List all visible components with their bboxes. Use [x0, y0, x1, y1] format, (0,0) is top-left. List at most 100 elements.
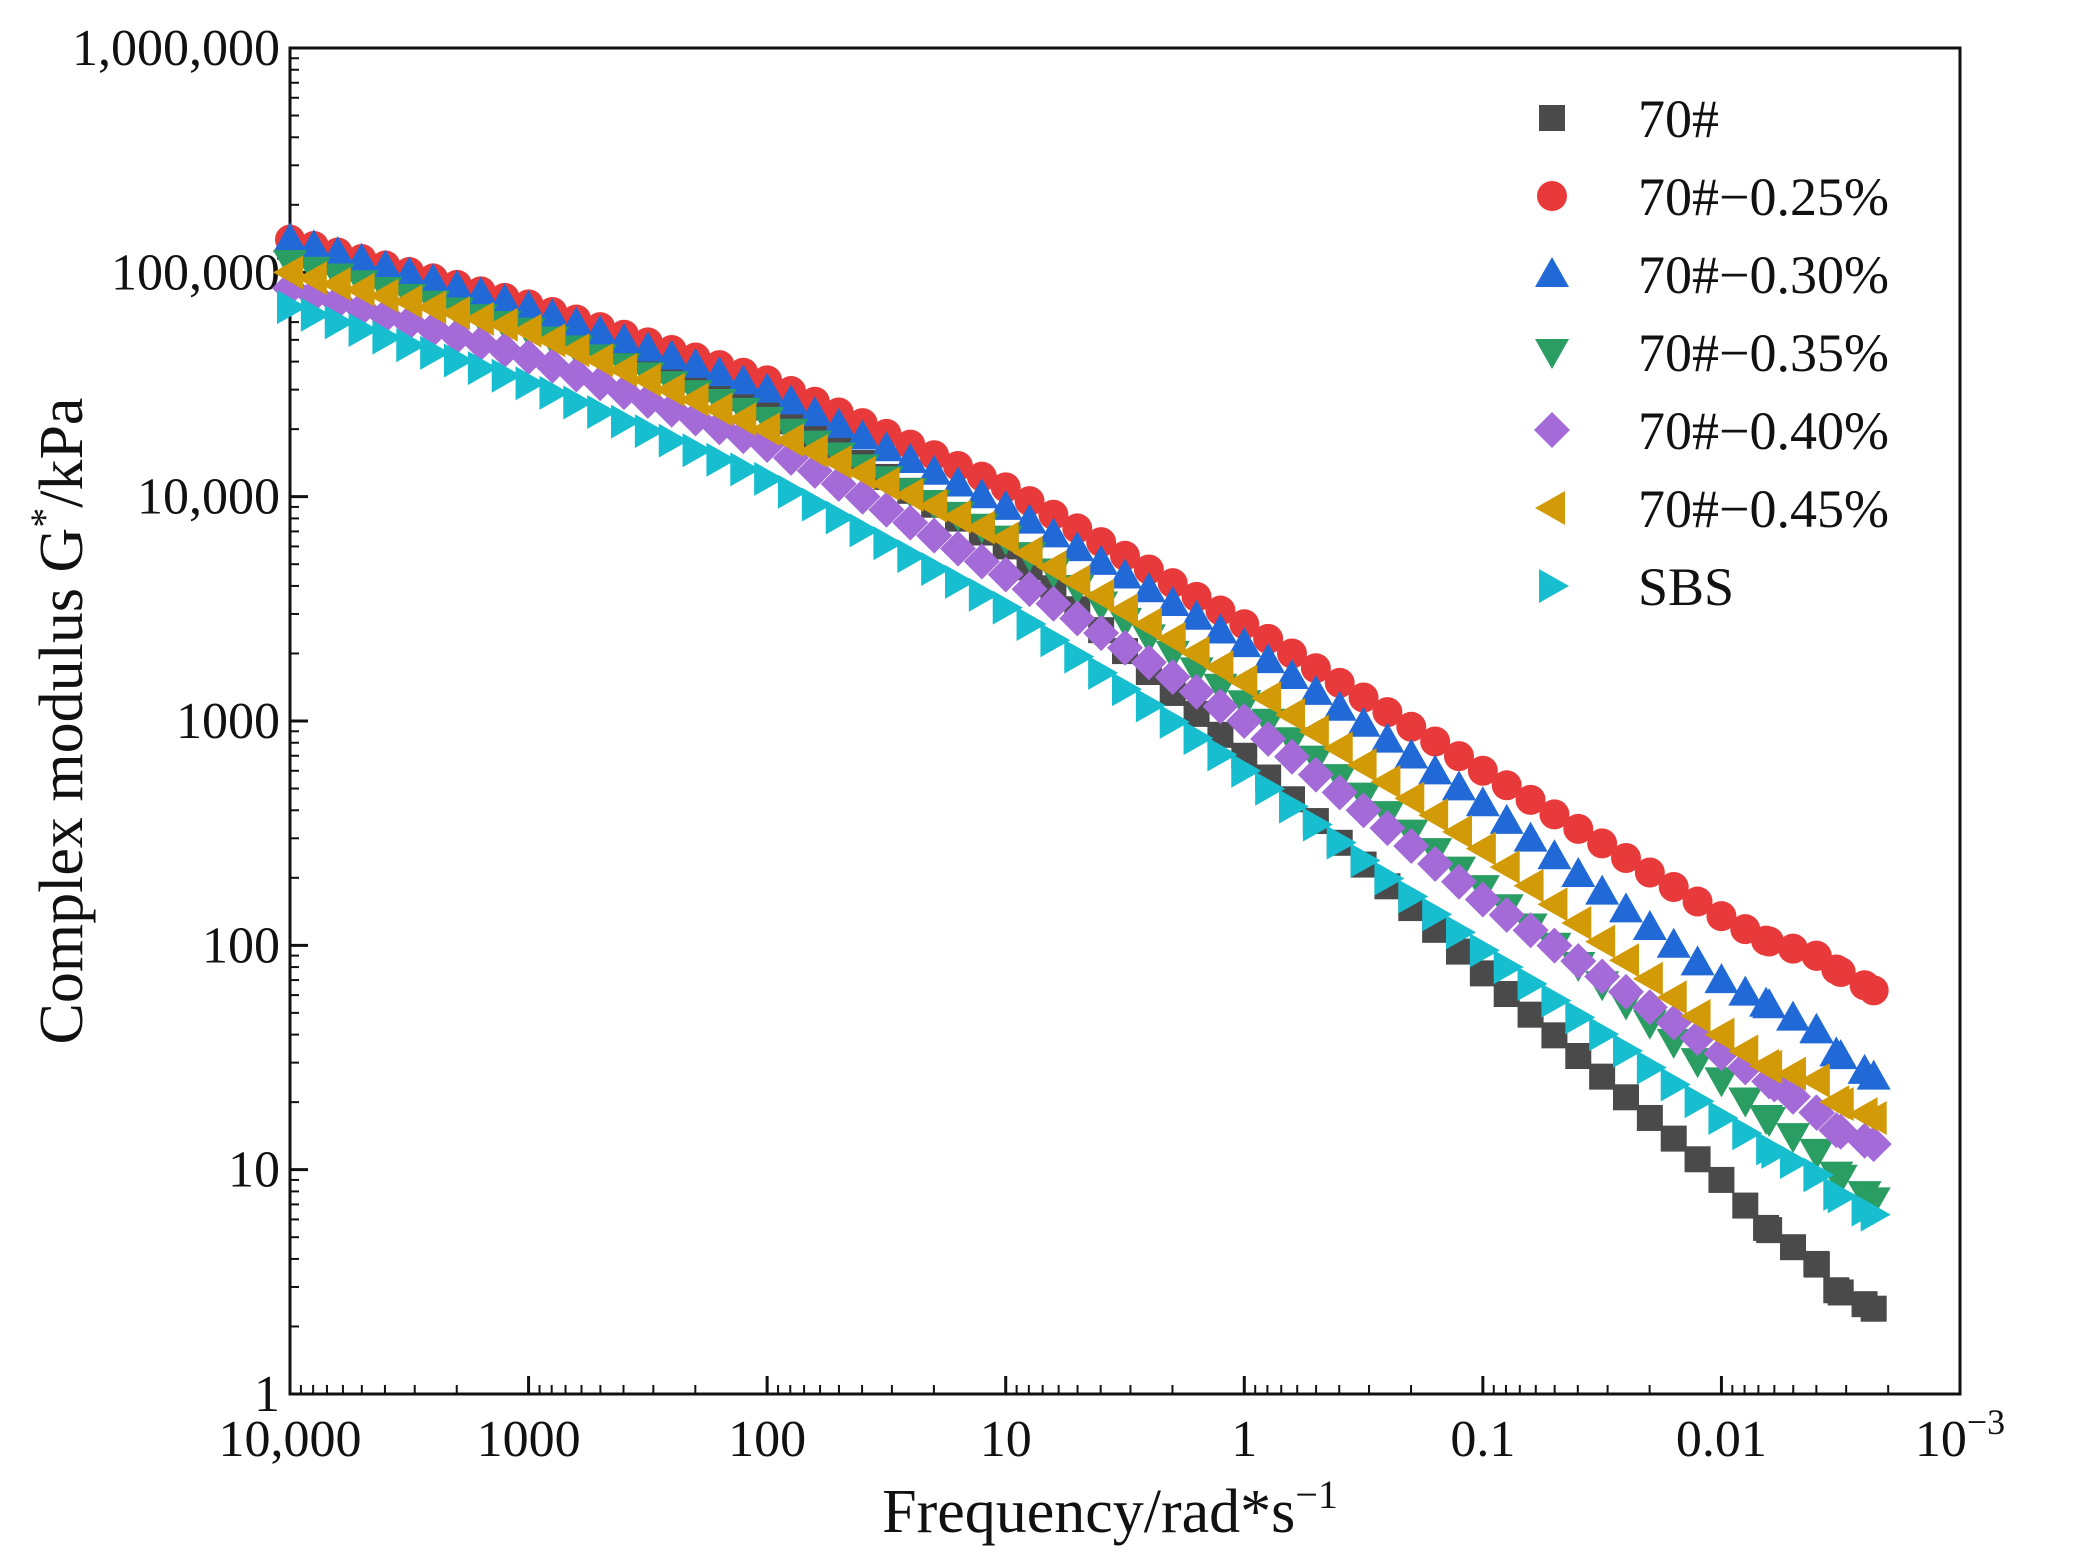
- data-point: [750, 372, 785, 403]
- data-point: [630, 362, 661, 397]
- data-point: [1326, 825, 1357, 860]
- data-point: [1250, 720, 1287, 757]
- data-point: [1062, 513, 1093, 544]
- data-point: [1251, 681, 1282, 716]
- data-point: [320, 266, 351, 301]
- data-point: [1493, 981, 1520, 1008]
- data-point: [1819, 1036, 1854, 1067]
- data-point: [1660, 1067, 1691, 1102]
- data-point: [1016, 606, 1047, 641]
- data-point: [1732, 1192, 1759, 1219]
- data-point: [1159, 704, 1190, 739]
- data-point: [1084, 578, 1115, 613]
- legend-marker: [1535, 339, 1569, 369]
- data-point: [1275, 658, 1309, 689]
- data-point: [1130, 644, 1167, 681]
- data-point: [1253, 623, 1284, 654]
- legend-item: 70#−0.45%: [1535, 479, 1889, 539]
- data-point: [1370, 722, 1405, 753]
- data-point: [1345, 792, 1382, 829]
- data-point: [1493, 950, 1524, 985]
- data-point: [273, 222, 307, 253]
- data-point: [487, 307, 518, 342]
- data-point: [1442, 814, 1472, 849]
- data-point: [1418, 754, 1453, 785]
- data-point: [1488, 896, 1525, 933]
- data-point: [1749, 986, 1784, 1017]
- data-point: [1422, 897, 1453, 932]
- data-point: [1157, 568, 1188, 599]
- data-point: [726, 402, 757, 437]
- data-point: [587, 395, 618, 430]
- data-point: [1749, 1048, 1780, 1083]
- data-point: [1634, 857, 1665, 888]
- data-point: [396, 328, 427, 363]
- legend-marker: [1534, 412, 1570, 448]
- data-point: [845, 419, 880, 450]
- data-point: [368, 278, 399, 313]
- data-point: [1297, 756, 1334, 793]
- data-point: [726, 364, 761, 395]
- data-point: [491, 358, 522, 393]
- y-tick-label: 10: [228, 1142, 280, 1199]
- data-point: [1226, 703, 1263, 739]
- data-point: [583, 343, 614, 378]
- data-point: [1728, 1087, 1763, 1118]
- data-point: [1011, 571, 1048, 608]
- data-point: [1135, 688, 1166, 723]
- data-point: [277, 290, 307, 325]
- data-point: [1682, 886, 1713, 917]
- data-point: [1537, 839, 1572, 870]
- data-point: [1855, 1126, 1892, 1163]
- data-point: [968, 577, 999, 612]
- data-point: [821, 407, 856, 438]
- legend-marker: [1539, 569, 1569, 603]
- x-tick-label: 10,000: [219, 1411, 362, 1468]
- data-point: [1656, 980, 1687, 1015]
- data-point: [1322, 690, 1357, 721]
- x-tick-label-text: 10: [980, 1411, 1032, 1468]
- data-point: [1374, 861, 1405, 896]
- x-tick-label: 100: [728, 1411, 806, 1468]
- data-point: [678, 382, 709, 417]
- data-point: [1179, 599, 1214, 630]
- data-point: [1636, 1104, 1663, 1131]
- data-point: [1515, 784, 1546, 815]
- data-point: [1205, 595, 1236, 626]
- data-point: [1108, 558, 1142, 589]
- data-point: [1856, 1059, 1891, 1090]
- data-point: [300, 297, 331, 332]
- legend-label: 70#−0.35%: [1638, 323, 1889, 383]
- data-point: [1207, 737, 1238, 772]
- legend-label: 70#−0.40%: [1638, 401, 1889, 461]
- data-point: [348, 312, 379, 347]
- data-point: [1038, 499, 1069, 530]
- data-point: [440, 296, 470, 331]
- x-tick-label-text: 10: [1915, 1411, 1967, 1468]
- data-point: [678, 347, 713, 378]
- data-point: [821, 444, 852, 479]
- data-point: [1751, 925, 1782, 956]
- y-axis-title: Complex modulus G*/kPa: [22, 398, 96, 1045]
- legend-item: SBS: [1539, 557, 1734, 617]
- data-point: [1420, 726, 1451, 757]
- data-point: [324, 305, 355, 340]
- data-point: [1823, 1176, 1854, 1211]
- data-point: [273, 255, 303, 290]
- data-point: [1589, 1063, 1616, 1090]
- data-point: [943, 450, 973, 481]
- x-tick-label: 0.1: [1450, 1411, 1515, 1468]
- data-point: [916, 517, 953, 554]
- x-axis-title-text: Frequency/rad*s: [882, 1478, 1295, 1546]
- data-point: [1753, 1214, 1780, 1241]
- data-point: [1609, 892, 1643, 923]
- data-point: [1133, 554, 1164, 585]
- data-point: [1036, 517, 1071, 548]
- data-point: [1776, 1123, 1810, 1154]
- data-point: [1608, 973, 1644, 1010]
- data-point: [1541, 983, 1572, 1018]
- x-tick-label: 0.01: [1676, 1411, 1767, 1468]
- legend-item: 70#−0.40%: [1534, 401, 1889, 461]
- data-point: [1131, 572, 1166, 603]
- data-point: [1274, 738, 1310, 775]
